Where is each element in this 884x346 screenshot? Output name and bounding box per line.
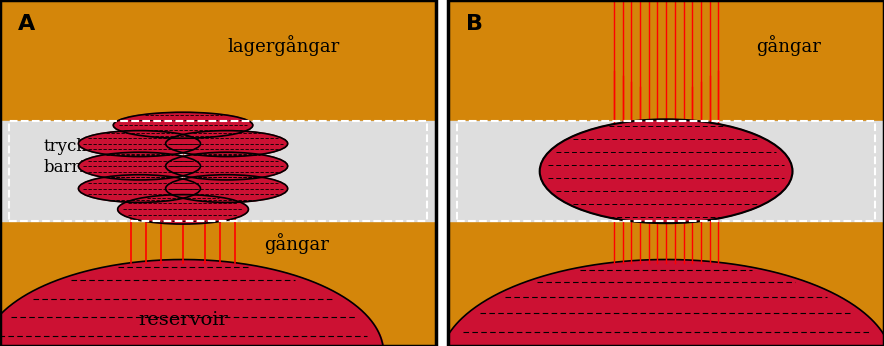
- Ellipse shape: [113, 112, 253, 138]
- Ellipse shape: [118, 194, 248, 224]
- Text: magma-
kammare: magma- kammare: [620, 144, 713, 184]
- Ellipse shape: [165, 152, 287, 180]
- Text: gångar: gångar: [756, 35, 820, 56]
- Bar: [0, 121, 436, 221]
- Ellipse shape: [79, 131, 201, 156]
- Ellipse shape: [165, 131, 287, 156]
- Text: reservoir: reservoir: [138, 311, 228, 329]
- Bar: [457, 121, 875, 221]
- Bar: [9, 121, 427, 221]
- Ellipse shape: [165, 175, 287, 202]
- Text: B: B: [466, 14, 483, 34]
- Ellipse shape: [79, 152, 201, 180]
- Ellipse shape: [79, 175, 201, 202]
- Text: A: A: [18, 14, 34, 34]
- Ellipse shape: [540, 119, 792, 223]
- Text: lagergångar: lagergångar: [227, 35, 339, 56]
- Text: gångar: gångar: [264, 234, 329, 254]
- Text: tryck-
barriär: tryck- barriär: [43, 138, 103, 176]
- Bar: [448, 121, 884, 221]
